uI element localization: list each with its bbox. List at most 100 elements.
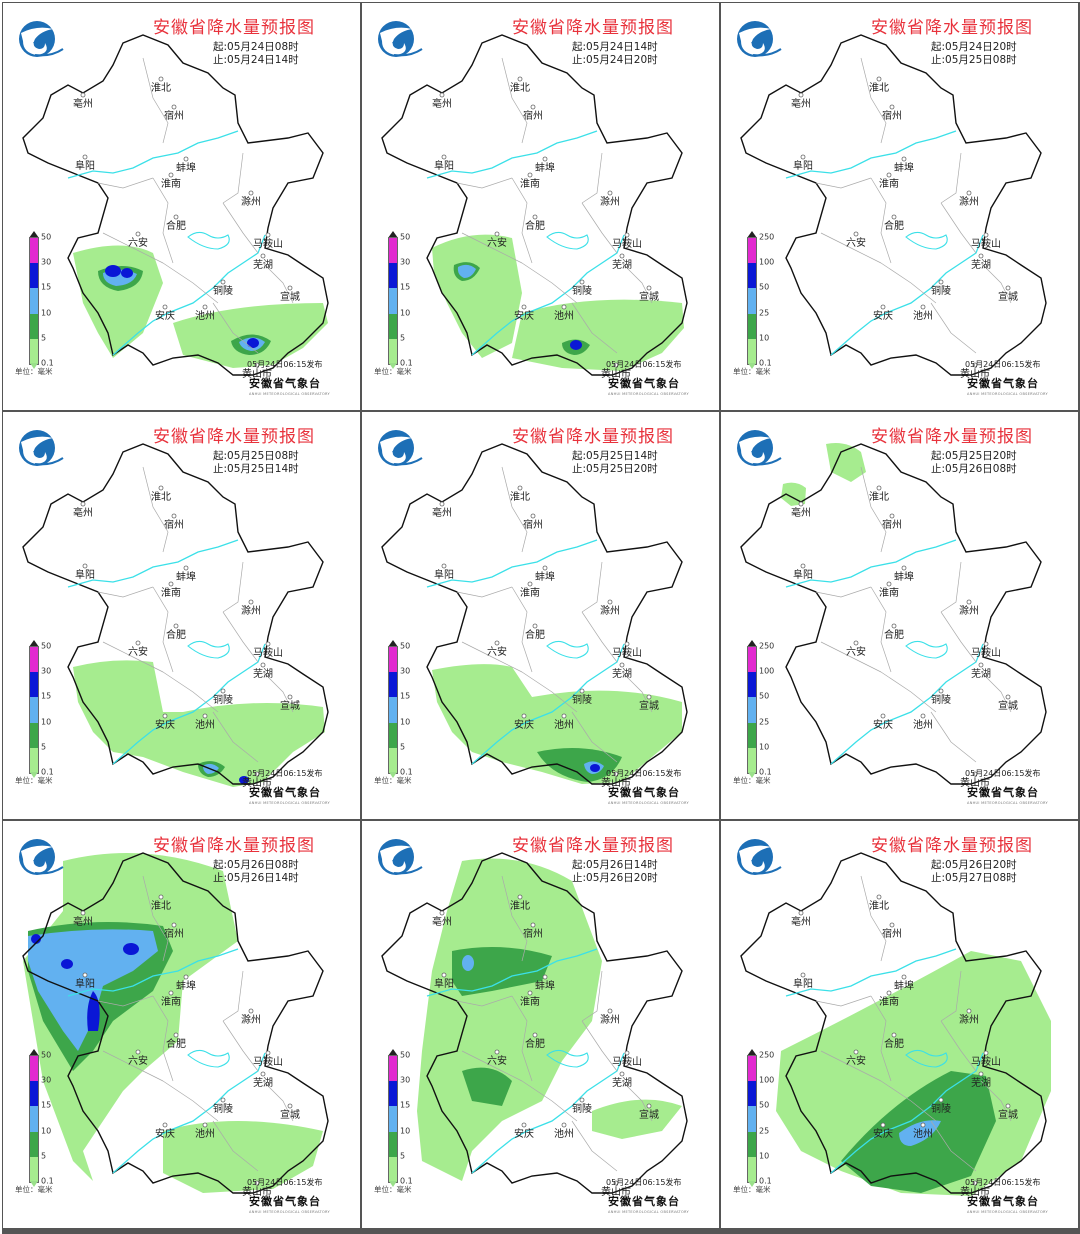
legend-swatch [30,747,38,773]
organization-name: 安徽省气象台 [967,786,1039,799]
huai-river [426,130,598,179]
city-label: 马鞍山 [253,1055,283,1068]
city-label: 池州 [554,718,574,731]
rain-area [239,776,249,784]
legend-tick-label: 15 [400,1100,411,1110]
precipitation-legend: 0.1 5 10 15 30 50 [29,640,89,780]
city-marker-icon [248,1008,254,1014]
city-marker-icon [168,990,174,996]
city-marker-icon [619,1071,625,1077]
chaohu-lake [905,640,948,659]
province-border [740,34,1047,376]
legend-tick-label: 30 [400,1075,411,1085]
unit-label: 单位：毫米 [15,367,53,376]
city-label: 蚌埠 [894,979,914,992]
city-label: 池州 [195,718,215,731]
city-label: 马鞍山 [971,646,1001,659]
city-label: 池州 [195,1127,215,1140]
city-label: 滁州 [241,1013,261,1026]
city-label: 黄山市 [242,776,272,789]
forecast-panel-6: 淮北 亳州 宿州 阜阳 蚌埠 淮南 滁州 合肥 六安 马鞍山 芜湖 铜陵 宣城 安庆 池州 黄山市 安徽省降水… [721,412,1078,819]
period-end: 止:05月25日14时 [213,463,299,475]
huai-river [426,948,598,997]
period-start: 起:05月24日20时 [931,41,1017,53]
city-marker-icon [532,623,538,629]
city-marker-icon [494,640,500,646]
legend-tick-label: 100 [759,257,775,267]
city-marker-icon [983,641,989,647]
legend-min-tip-icon [389,363,397,369]
legend-colorbar [29,646,39,774]
city-marker-icon [983,1050,989,1056]
city-label: 淮北 [510,82,530,94]
city-label: 合肥 [884,1037,904,1050]
city-label: 亳州 [73,506,93,519]
city-marker-icon [173,214,179,220]
city-marker-icon [494,231,500,237]
city-marker-icon [800,154,806,160]
legend-swatch [748,238,756,264]
chaohu-lake [905,231,948,250]
legend-swatch [748,1056,756,1082]
city-label: 宣城 [998,290,1018,303]
organization-name: 安徽省气象台 [608,786,680,799]
precipitation-legend: 0.1 10 25 50 100 250 [747,1049,807,1189]
legend-swatch [389,697,397,723]
city-label: 宿州 [523,109,543,122]
province-border [22,34,329,376]
city-label: 六安 [487,645,507,658]
legend-swatch [389,647,397,673]
legend-tick-label: 0.1 [41,1176,54,1186]
city-label: 合肥 [525,628,545,641]
legend-tick-label: 250 [759,1050,775,1060]
city-label: 蚌埠 [176,979,196,992]
legend-colorbar [388,646,398,774]
city-label: 淮南 [520,995,540,1008]
legend-min-tip-icon [389,1181,397,1187]
legend-swatch [748,288,756,314]
city-marker-icon [607,190,613,196]
map-title: 安徽省降水量预报图 [153,427,315,447]
city-label: 铜陵 [572,694,592,706]
city-label: 滁州 [600,604,620,617]
city-label: 池州 [554,1127,574,1140]
organization-name-en: ANHUI METEOROLOGICAL OBSERVATORY [249,392,330,396]
legend-tick-label: 50 [759,691,770,701]
city-marker-icon [901,565,907,571]
legend-swatch [748,263,756,289]
issue-time: 05月24日06:15发布 [965,360,1041,369]
precipitation-layer [432,234,684,371]
legend-min-tip-icon [30,1181,38,1187]
city-marker-icon [607,599,613,605]
precipitation-legend: 0.1 5 10 15 30 50 [388,1049,448,1189]
city-label: 宣城 [280,1108,300,1121]
period-end: 止:05月26日20时 [572,872,658,884]
city-label: 淮南 [161,586,181,599]
legend-swatch [389,1131,397,1157]
legend-swatch [748,697,756,723]
unit-label: 单位：毫米 [733,1185,771,1194]
legend-tick-label: 0.1 [400,358,413,368]
city-label: 合肥 [884,628,904,641]
rain-area [462,955,474,971]
yangtze-river [112,1052,266,1174]
legend-tick-label: 10 [400,717,411,727]
city-label: 安庆 [873,309,893,322]
city-marker-icon [853,1049,859,1055]
unit-label: 单位：毫米 [733,776,771,785]
rain-area [899,1120,941,1146]
city-marker-icon [972,1180,978,1186]
organization-name-en: ANHUI METEOROLOGICAL OBSERVATORY [967,392,1048,396]
city-marker-icon [248,599,254,605]
issue-time: 05月24日06:15发布 [606,1178,682,1187]
precipitation-legend: 0.1 5 10 15 30 50 [388,231,448,371]
city-label: 宿州 [523,518,543,531]
city-marker-icon [521,1122,527,1128]
city-label: 六安 [846,1054,866,1067]
yangtze-river [830,1052,984,1174]
city-label: 蚌埠 [894,570,914,583]
